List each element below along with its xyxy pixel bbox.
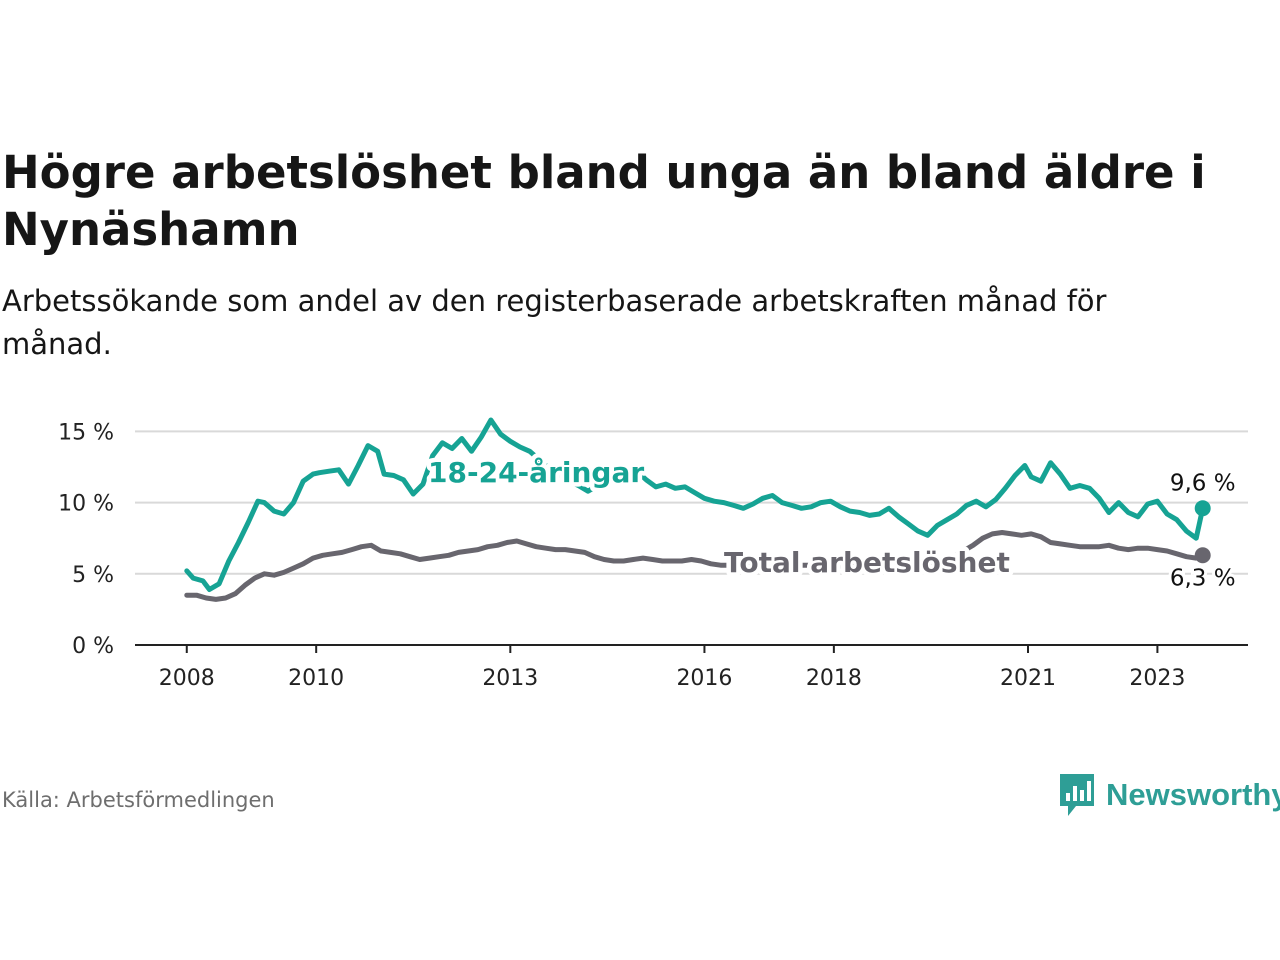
y-tick-label: 10 % xyxy=(58,492,114,517)
x-tick-label: 2016 xyxy=(676,666,732,691)
source-note: Källa: Arbetsförmedlingen xyxy=(2,788,275,812)
x-tick-label: 2008 xyxy=(159,666,215,691)
y-tick-label: 0 % xyxy=(72,634,114,659)
line-chart: 0 %5 %10 %15 % 2008 2010 2013 2016 2018 2021 2… xyxy=(58,417,1248,691)
total-line-end-point xyxy=(1194,547,1211,564)
series-labels: 18-24-åringar Total arbetslöshet 9,6 % 6,3 … xyxy=(424,452,1239,595)
series-lines xyxy=(184,417,1211,602)
youth-line-end-point xyxy=(1194,500,1211,517)
total-line xyxy=(184,530,1206,602)
x-axis: 2008 2010 2013 2016 2018 2021 2023 xyxy=(135,644,1248,691)
chart-title: Högre arbetslöshet bland unga än bland ä… xyxy=(2,146,1206,256)
newsworthy-logo-text: Newsworthy xyxy=(1106,777,1280,812)
x-tick-label: 2021 xyxy=(1000,666,1056,691)
y-axis: 0 % 5 % 10 % 15 % xyxy=(58,420,114,659)
youth-end-label: 9,6 % xyxy=(1170,470,1236,496)
youth-line xyxy=(184,417,1206,592)
newsworthy-logo-icon xyxy=(1060,774,1094,816)
x-tick-label: 2010 xyxy=(288,666,344,691)
y-tick-label: 5 % xyxy=(72,563,114,588)
chart-subtitle: Arbetssökande som andel av den registerb… xyxy=(2,284,1107,361)
y-gridlines xyxy=(135,430,1248,575)
x-tick-label: 2023 xyxy=(1129,666,1185,691)
youth-series-label: 18-24-åringar xyxy=(428,456,644,489)
x-tick-label: 2013 xyxy=(482,666,538,691)
y-tick-label: 15 % xyxy=(58,420,114,445)
x-tick-label: 2018 xyxy=(806,666,862,691)
total-series-label: Total arbetslöshet xyxy=(724,546,1010,579)
total-end-label: 6,3 % xyxy=(1170,565,1236,591)
newsworthy-logo: Newsworthy xyxy=(1058,772,1280,818)
